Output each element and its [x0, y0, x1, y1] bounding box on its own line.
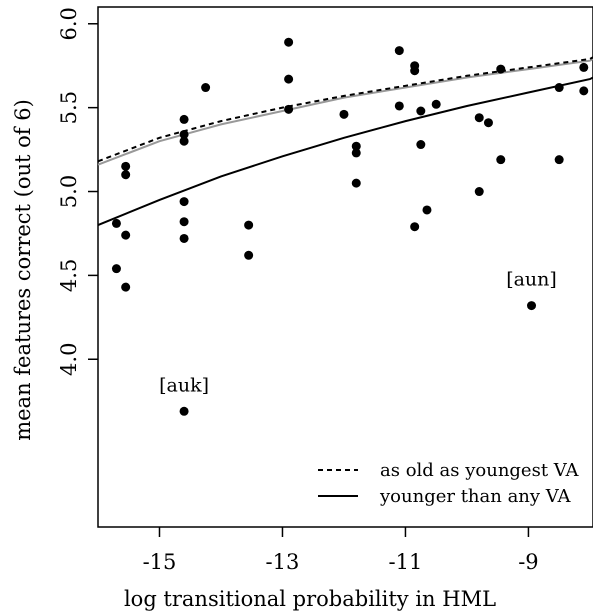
data-point [394, 101, 404, 111]
data-point [394, 46, 404, 56]
data-point [410, 222, 420, 232]
data-point [483, 118, 493, 128]
point-annotation: [auk] [159, 374, 209, 396]
data-point [179, 217, 189, 227]
data-point [121, 282, 131, 292]
data-point [554, 155, 564, 165]
data-point [351, 141, 361, 151]
fit-line [97, 76, 593, 227]
data-point [179, 233, 189, 243]
data-point [244, 250, 254, 260]
x-axis-title: log transitional probability in HML [124, 587, 496, 611]
y-tick-label: 5.0 [57, 175, 81, 208]
data-point [351, 148, 361, 158]
data-point [416, 140, 426, 150]
y-tick-label: 4.5 [57, 259, 81, 292]
data-point [121, 161, 131, 171]
fit-line [97, 56, 593, 163]
x-tick-label: -15 [143, 550, 177, 574]
data-point [179, 197, 189, 207]
data-point [416, 106, 426, 116]
plot-frame [97, 6, 593, 528]
plot-area: -15 -13 -11 -9 4.0 4.5 5.0 5.5 6.0 [aun] [auk] as o… [57, 6, 593, 574]
data-point [244, 220, 254, 230]
data-point [111, 218, 121, 228]
data-point [496, 155, 506, 165]
legend-label: as old as youngest VA [380, 460, 580, 481]
data-point [179, 129, 189, 139]
data-point [201, 83, 211, 93]
data-point [579, 86, 589, 96]
data-point [527, 301, 537, 311]
data-point [474, 113, 484, 123]
data-point [554, 83, 564, 93]
data-point [179, 114, 189, 124]
data-point [179, 136, 189, 146]
x-tick-label: -13 [266, 550, 300, 574]
data-point [431, 99, 441, 109]
x-tick-label: -11 [389, 550, 423, 574]
data-point [496, 64, 506, 74]
data-point [284, 37, 294, 47]
y-tick-label: 4.0 [57, 343, 81, 376]
data-point [410, 66, 420, 76]
point-annotation: [aun] [506, 269, 557, 291]
data-point [111, 264, 121, 274]
y-tick-label: 5.5 [57, 91, 81, 124]
data-point [579, 62, 589, 72]
y-tick-label: 6.0 [57, 7, 81, 40]
data-point [121, 170, 131, 180]
y-axis-title: mean features correct (out of 6) [11, 99, 35, 441]
data-point [284, 74, 294, 84]
legend-label: younger than any VA [379, 486, 572, 507]
data-point [474, 187, 484, 197]
data-point [339, 109, 349, 119]
x-tick-label: -9 [518, 550, 538, 574]
data-point [121, 230, 131, 240]
data-point [422, 205, 432, 215]
data-point [284, 104, 294, 114]
fit-line [97, 58, 593, 166]
data-point [179, 406, 189, 416]
data-point [351, 178, 361, 188]
